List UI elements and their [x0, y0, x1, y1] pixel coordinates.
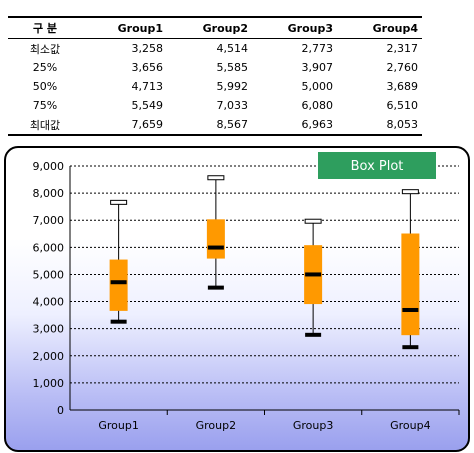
y-tick-label: 3,000	[33, 323, 65, 336]
median-marker	[110, 280, 127, 285]
table-row: 50% 4,713 5,992 5,000 3,689	[8, 77, 422, 96]
header-cell-label: 구 분	[8, 16, 82, 39]
table-cell: 5,992	[216, 80, 249, 93]
box-plot-chart: 0 1,000 2,000 3,000 4,000 5,000 6,000 7,000 8,00…	[33, 152, 460, 432]
median-marker	[207, 245, 224, 250]
max-cap	[401, 189, 419, 195]
iqr-box	[109, 259, 128, 311]
summary-table: 구 분 Group1 Group2 Group3 Group4 최소값 3,25…	[8, 16, 422, 136]
row-label: 최대값	[8, 115, 82, 136]
table-cell: 2,773	[301, 42, 334, 55]
table-row: 최소값 3,258 4,514 2,773 2,317	[8, 39, 422, 59]
table-cell: 8,567	[167, 115, 252, 136]
y-tick-label: 9,000	[33, 160, 65, 173]
table-cell: 8,053	[337, 115, 422, 136]
table-header-row: 구 분 Group1 Group2 Group3 Group4	[8, 16, 422, 39]
min-cap	[305, 332, 322, 337]
table-row: 최대값 7,659 8,567 6,963 8,053	[8, 115, 422, 136]
max-cap	[110, 199, 128, 205]
chart-panel: 0 1,000 2,000 3,000 4,000 5,000 6,000 7,000 8,00…	[4, 146, 470, 452]
table-cell: 5,549	[131, 99, 164, 112]
header-cell-group3: Group3	[252, 16, 337, 39]
row-label: 최소값	[29, 42, 61, 56]
table-cell: 2,317	[386, 42, 419, 55]
table-cell: 3,689	[386, 80, 419, 93]
table-cell: 7,659	[82, 115, 167, 136]
table-cell: 6,963	[252, 115, 337, 136]
header-cell-group4: Group4	[337, 16, 422, 39]
row-label: 25%	[32, 61, 58, 74]
max-cap	[207, 175, 225, 181]
y-tick-label: 6,000	[33, 241, 65, 254]
row-label: 75%	[32, 99, 58, 112]
table-cell: 3,907	[301, 61, 334, 74]
x-category-label: Group2	[196, 419, 237, 432]
y-tick-label: 7,000	[33, 214, 65, 227]
max-cap	[304, 218, 322, 224]
y-tick-label: 8,000	[33, 187, 65, 200]
y-tick-label: 2,000	[33, 350, 65, 363]
table-cell: 4,514	[216, 42, 249, 55]
row-label: 50%	[32, 80, 58, 93]
y-tick-label: 0	[57, 404, 64, 417]
header-cell-group1: Group1	[82, 16, 167, 39]
iqr-box	[206, 219, 225, 259]
table-cell: 7,033	[216, 99, 249, 112]
min-cap	[402, 345, 419, 350]
median-marker	[305, 272, 322, 277]
table-cell: 4,713	[131, 80, 164, 93]
table-cell: 3,656	[131, 61, 164, 74]
min-cap	[110, 319, 127, 324]
chart-title-box	[318, 152, 436, 179]
iqr-box	[401, 233, 420, 336]
table-cell: 6,080	[301, 99, 334, 112]
y-tick-label: 1,000	[33, 377, 65, 390]
table-cell: 5,000	[301, 80, 334, 93]
y-tick-label: 4,000	[33, 296, 65, 309]
table-row: 75% 5,549 7,033 6,080 6,510	[8, 96, 422, 115]
x-category-label: Group3	[293, 419, 334, 432]
x-category-label: Group1	[98, 419, 139, 432]
chart-title: Box Plot	[351, 159, 404, 174]
y-tick-label: 5,000	[33, 268, 65, 281]
table-cell: 3,258	[131, 42, 164, 55]
table-cell: 6,510	[386, 99, 419, 112]
table-cell: 5,585	[216, 61, 249, 74]
min-cap	[207, 285, 224, 290]
table-cell: 2,760	[386, 61, 419, 74]
median-marker	[402, 307, 419, 312]
header-cell-group2: Group2	[167, 16, 252, 39]
x-category-label: Group4	[390, 419, 431, 432]
table-row: 25% 3,656 5,585 3,907 2,760	[8, 58, 422, 77]
